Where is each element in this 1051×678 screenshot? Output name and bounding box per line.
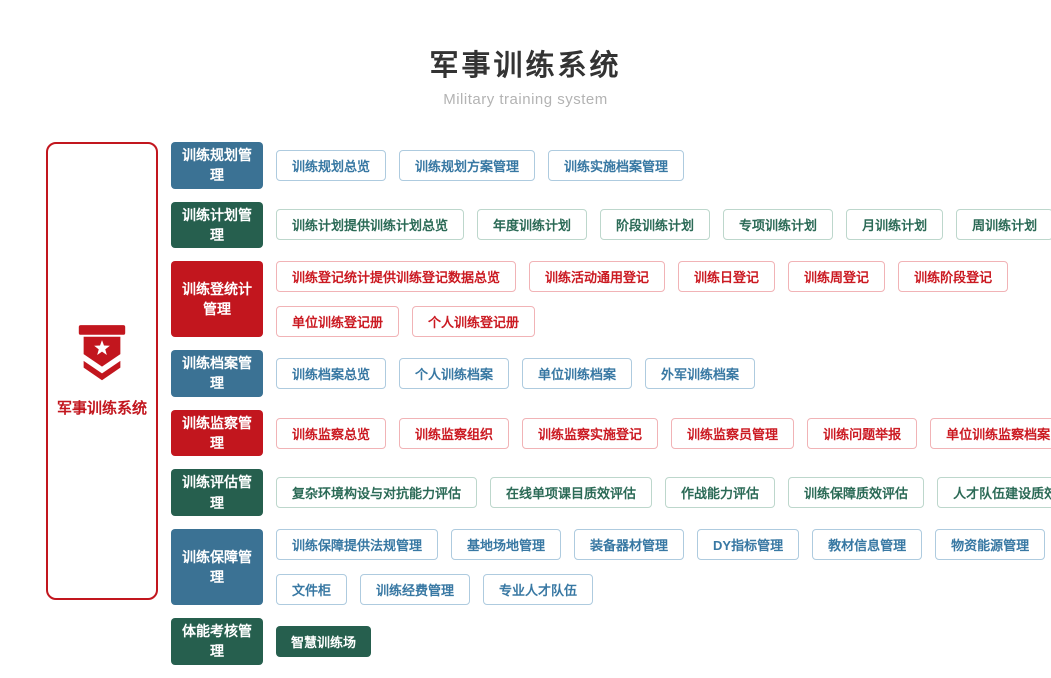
menu-item[interactable]: 周训练计划	[956, 209, 1051, 241]
page: 军事训练系统 Military training system 军事训练系统 训…	[0, 42, 1051, 665]
menu-item[interactable]: 训练实施档案管理	[548, 149, 685, 181]
system-panel-label: 军事训练系统	[56, 400, 147, 417]
menu-item[interactable]: 训练周登记	[788, 261, 886, 293]
content: 军事训练系统 训练规划管理 训练规划总览 训练规划方案管理 训练实施档案管理 训练计划管…	[46, 142, 1051, 665]
row-support: 训练保障管理 训练保障提供法规管理 基地场地管理 装备器材管理 DY指标管理 教材信息管理…	[171, 528, 1051, 605]
menu-item[interactable]: 个人训练档案	[399, 357, 510, 389]
menu-item[interactable]: 单位训练档案	[522, 357, 633, 389]
menu-item[interactable]: 训练活动通用登记	[529, 261, 666, 293]
menu-item[interactable]: 专项训练计划	[723, 209, 834, 241]
menu-item[interactable]: 训练保障提供法规管理	[276, 528, 439, 560]
menu-item[interactable]: 训练监察组织	[399, 417, 510, 449]
menu-item[interactable]: 装备器材管理	[574, 528, 685, 560]
menu-item[interactable]: 训练问题举报	[807, 417, 918, 449]
menu-item[interactable]: 外军训练档案	[645, 357, 756, 389]
menu-item[interactable]: 在线单项课目质效评估	[490, 477, 653, 509]
menu-item[interactable]: 物资能源管理	[935, 528, 1046, 560]
category-button-planning[interactable]: 训练规划管理	[171, 142, 263, 189]
system-panel: 军事训练系统	[46, 142, 158, 600]
menu-item[interactable]: 个人训练登记册	[412, 306, 536, 338]
menu-item[interactable]: 教材信息管理	[812, 528, 923, 560]
menu-item[interactable]: 专业人才队伍	[483, 573, 594, 605]
menu-item[interactable]: 阶段训练计划	[600, 209, 711, 241]
menu-item[interactable]: 训练经费管理	[360, 573, 471, 605]
menu-item[interactable]: 文件柜	[276, 573, 348, 605]
category-button-evaluation[interactable]: 训练评估管理	[171, 469, 263, 516]
rows: 训练规划管理 训练规划总览 训练规划方案管理 训练实施档案管理 训练计划管理 训练计划提供…	[171, 142, 1051, 665]
row-planning: 训练规划管理 训练规划总览 训练规划方案管理 训练实施档案管理	[171, 142, 1051, 189]
category-button-physical-assessment[interactable]: 体能考核管理	[171, 617, 263, 665]
row-registration-stats: 训练登统计管理 训练登记统计提供训练登记数据总览 训练活动通用登记 训练日登记 训练周登…	[171, 261, 1051, 338]
row-line: 训练监察总览 训练监察组织 训练监察实施登记 训练监察员管理 训练问题举报 单位训练监察档…	[276, 417, 1051, 449]
row-evaluation: 训练评估管理 复杂环境构设与对抗能力评估 在线单项课目质效评估 作战能力评估 训练保障质…	[171, 469, 1051, 516]
row-items-registration-stats: 训练登记统计提供训练登记数据总览 训练活动通用登记 训练日登记 训练周登记 训练阶段登记…	[276, 261, 1009, 338]
page-subtitle: Military training system	[443, 91, 608, 108]
menu-item[interactable]: 训练监察员管理	[671, 417, 795, 449]
category-button-plan[interactable]: 训练计划管理	[171, 201, 263, 249]
menu-item[interactable]: 单位训练监察档案	[930, 417, 1051, 449]
menu-item[interactable]: 训练监察总览	[276, 417, 387, 449]
row-line: 训练档案总览 个人训练档案 单位训练档案 外军训练档案	[276, 357, 756, 389]
menu-item[interactable]: 训练档案总览	[276, 357, 387, 389]
menu-item[interactable]: 训练阶段登记	[898, 261, 1009, 293]
row-items-physical-assessment: 智慧训练场	[276, 618, 372, 665]
row-supervision: 训练监察管理 训练监察总览 训练监察组织 训练监察实施登记 训练监察员管理 训练问题举报单…	[171, 409, 1051, 457]
menu-item[interactable]: 训练保障质效评估	[788, 477, 925, 509]
menu-item[interactable]: 训练规划方案管理	[399, 149, 536, 181]
row-items-planning: 训练规划总览 训练规划方案管理 训练实施档案管理	[276, 142, 685, 189]
category-button-registration-stats[interactable]: 训练登统计管理	[171, 261, 263, 338]
category-button-support[interactable]: 训练保障管理	[171, 528, 263, 605]
menu-item[interactable]: 训练规划总览	[276, 149, 387, 181]
row-line: 训练规划总览 训练规划方案管理 训练实施档案管理	[276, 149, 685, 181]
menu-item[interactable]: 作战能力评估	[665, 477, 776, 509]
row-physical-assessment: 体能考核管理 智慧训练场	[171, 617, 1051, 665]
category-button-archives[interactable]: 训练档案管理	[171, 350, 263, 397]
menu-item[interactable]: 训练登记统计提供训练登记数据总览	[276, 261, 517, 293]
row-archives: 训练档案管理 训练档案总览 个人训练档案 单位训练档案 外军训练档案	[171, 350, 1051, 397]
row-items-support: 训练保障提供法规管理 基地场地管理 装备器材管理 DY指标管理 教材信息管理 物资能源管理…	[276, 528, 1046, 605]
menu-item[interactable]: 训练计划提供训练计划总览	[276, 209, 465, 241]
shield-star-icon	[78, 325, 126, 381]
menu-item[interactable]: 月训练计划	[846, 209, 944, 241]
row-line: 训练登记统计提供训练登记数据总览 训练活动通用登记 训练日登记 训练周登记 训练阶段登记	[276, 261, 1009, 293]
row-items-archives: 训练档案总览 个人训练档案 单位训练档案 外军训练档案	[276, 350, 756, 397]
row-line: 智慧训练场	[276, 625, 372, 657]
row-line: 复杂环境构设与对抗能力评估 在线单项课目质效评估 作战能力评估 训练保障质效评估 人才队…	[276, 477, 1051, 509]
menu-item[interactable]: 年度训练计划	[477, 209, 588, 241]
row-line: 训练保障提供法规管理 基地场地管理 装备器材管理 DY指标管理 教材信息管理 物资能源管理	[276, 528, 1046, 560]
row-line: 训练计划提供训练计划总览 年度训练计划 阶段训练计划 专项训练计划 月训练计划 周训练计划	[276, 209, 1051, 241]
menu-item[interactable]: 人才队伍建设质效评估	[937, 477, 1051, 509]
row-items-plan: 训练计划提供训练计划总览 年度训练计划 阶段训练计划 专项训练计划 月训练计划 周训练计划	[276, 202, 1051, 249]
row-line: 文件柜 训练经费管理 专业人才队伍	[276, 573, 1045, 605]
menu-item[interactable]: DY指标管理	[697, 528, 800, 560]
row-items-evaluation: 复杂环境构设与对抗能力评估 在线单项课目质效评估 作战能力评估 训练保障质效评估 人才队…	[276, 469, 1051, 516]
page-title: 军事训练系统	[429, 50, 622, 82]
menu-item[interactable]: 训练日登记	[678, 261, 776, 293]
row-plan: 训练计划管理 训练计划提供训练计划总览 年度训练计划 阶段训练计划 专项训练计划 月训练计…	[171, 201, 1051, 249]
menu-item[interactable]: 智慧训练场	[276, 625, 372, 657]
row-line: 单位训练登记册 个人训练登记册	[276, 306, 1008, 338]
row-items-supervision: 训练监察总览 训练监察组织 训练监察实施登记 训练监察员管理 训练问题举报 单位训练监察档…	[276, 410, 1051, 457]
menu-item[interactable]: 训练监察实施登记	[522, 417, 659, 449]
category-button-supervision[interactable]: 训练监察管理	[171, 409, 263, 457]
menu-item[interactable]: 复杂环境构设与对抗能力评估	[276, 477, 478, 509]
menu-item[interactable]: 单位训练登记册	[276, 306, 400, 338]
menu-item[interactable]: 基地场地管理	[451, 528, 562, 560]
